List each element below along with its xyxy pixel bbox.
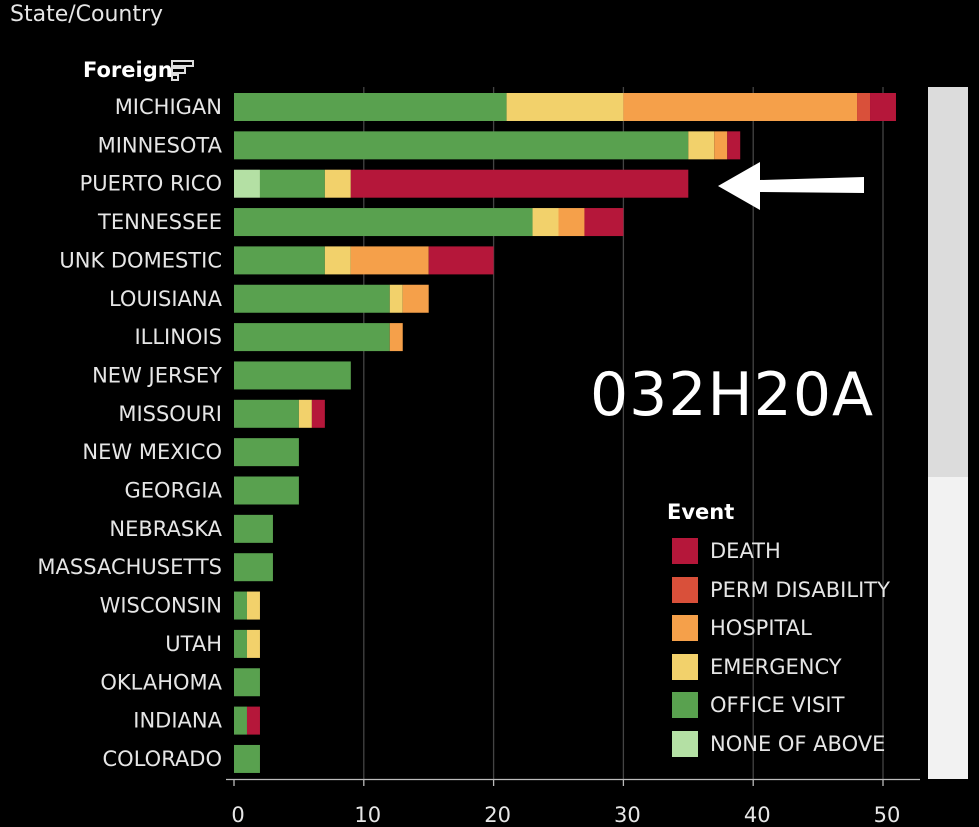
category-label: NEBRASKA (109, 517, 222, 541)
legend-item[interactable]: EMERGENCY (667, 648, 890, 687)
legend-label: DEATH (710, 539, 781, 564)
legend-label: HOSPITAL (710, 616, 812, 641)
legend-label: PERM DISABILITY (710, 577, 890, 602)
legend-label: EMERGENCY (710, 654, 842, 679)
x-tick-label: 50 (874, 803, 901, 827)
bar-segment[interactable] (234, 629, 247, 658)
bar-segment[interactable] (584, 208, 624, 237)
bar-segment[interactable] (234, 399, 299, 428)
sort-icon[interactable] (171, 60, 195, 82)
bar-segment[interactable] (714, 131, 728, 160)
category-label: NEW MEXICO (82, 440, 222, 464)
code-annotation: 032H20A (590, 360, 875, 430)
legend-swatch (672, 692, 698, 719)
bar-segment[interactable] (298, 399, 312, 428)
bar-segment[interactable] (350, 169, 689, 198)
bar-segment[interactable] (234, 706, 247, 735)
legend-item[interactable]: OFFICE VISIT (667, 686, 890, 725)
legend-label: OFFICE VISIT (710, 693, 845, 718)
category-label: INDIANA (133, 709, 222, 733)
legend-swatch (672, 615, 698, 642)
category-label: PUERTO RICO (80, 172, 222, 196)
legend-item[interactable]: DEATH (667, 532, 890, 571)
category-label: ILLINOIS (134, 325, 222, 349)
category-label: WISCONSIN (100, 594, 222, 618)
x-tick-label: 30 (614, 803, 641, 827)
category-label: MISSOURI (118, 402, 222, 426)
bar-segment[interactable] (688, 131, 715, 160)
stacked-bar-chart: 0 10 20 30 40 50 MICHIGAN MINNESOTA PUERTO RICO T… (37, 87, 920, 827)
bar-segment[interactable] (246, 591, 260, 620)
bar-segment[interactable] (324, 246, 351, 275)
bar-segment[interactable] (246, 706, 260, 735)
bar-segment[interactable] (234, 323, 390, 352)
legend-swatch (672, 730, 698, 757)
category-label: MASSACHUSETTS (37, 555, 222, 579)
bar-segment[interactable] (246, 629, 260, 658)
legend-swatch (672, 538, 698, 565)
bar-segment[interactable] (234, 361, 351, 390)
bar-segment[interactable] (234, 169, 260, 198)
bar-segment[interactable] (234, 553, 273, 582)
category-label: OKLAHOMA (100, 670, 222, 694)
bar-segment[interactable] (234, 476, 299, 505)
category-label: MICHIGAN (115, 95, 222, 119)
x-tick-label: 0 (231, 803, 244, 827)
category-label: UTAH (165, 632, 222, 656)
legend: Event DEATH PERM DISABILITY HOSPITAL EMERGE… (667, 500, 890, 763)
x-tick-label: 20 (484, 803, 511, 827)
bar-segment[interactable] (234, 208, 533, 237)
filter-label: Foreign (83, 58, 173, 82)
bar-segment[interactable] (389, 323, 403, 352)
bar-segment[interactable] (234, 591, 247, 620)
category-label: TENNESSEE (97, 210, 222, 234)
bar-segment[interactable] (234, 668, 260, 697)
bar-segment[interactable] (350, 246, 429, 275)
legend-swatch (672, 653, 698, 680)
bar-segment[interactable] (428, 246, 494, 275)
bar-segment[interactable] (532, 208, 559, 237)
legend-item[interactable]: NONE OF ABOVE (667, 725, 890, 764)
bar-segment[interactable] (870, 93, 896, 121)
bar-segment[interactable] (234, 284, 390, 313)
category-label: UNK DOMESTIC (59, 248, 222, 272)
bar-segment[interactable] (623, 93, 858, 121)
scrollbar-thumb[interactable] (928, 87, 968, 477)
bar-segment[interactable] (324, 169, 351, 198)
bar-segment[interactable] (402, 284, 429, 313)
bar-segment[interactable] (259, 169, 325, 198)
legend-item[interactable]: PERM DISABILITY (667, 571, 890, 610)
category-label: LOUISIANA (109, 287, 223, 311)
legend-title: Event (667, 500, 735, 524)
bar-segment[interactable] (234, 438, 299, 467)
bar-segment[interactable] (234, 246, 325, 275)
legend-item[interactable]: HOSPITAL (667, 609, 890, 648)
bar-segment[interactable] (234, 93, 507, 121)
bar-segment[interactable] (506, 93, 624, 121)
category-label: COLORADO (103, 747, 222, 771)
bar-segment[interactable] (558, 208, 585, 237)
bar-segment[interactable] (311, 399, 325, 428)
legend-swatch (672, 576, 698, 603)
category-label: GEORGIA (125, 479, 223, 503)
bar-segment[interactable] (234, 131, 689, 160)
legend-label: NONE OF ABOVE (710, 731, 886, 756)
category-label: NEW JERSEY (92, 363, 222, 387)
bar-segment[interactable] (234, 514, 273, 543)
bar-segment[interactable] (727, 131, 741, 160)
bar-segment[interactable] (389, 284, 403, 313)
dimension-header-label: State/Country (10, 2, 164, 27)
x-tick-label: 10 (354, 803, 381, 827)
x-tick-label: 40 (744, 803, 771, 827)
bar-segment[interactable] (857, 93, 871, 121)
category-label: MINNESOTA (98, 133, 223, 157)
bar-segment[interactable] (234, 744, 260, 773)
arrow-left-icon (718, 162, 864, 210)
